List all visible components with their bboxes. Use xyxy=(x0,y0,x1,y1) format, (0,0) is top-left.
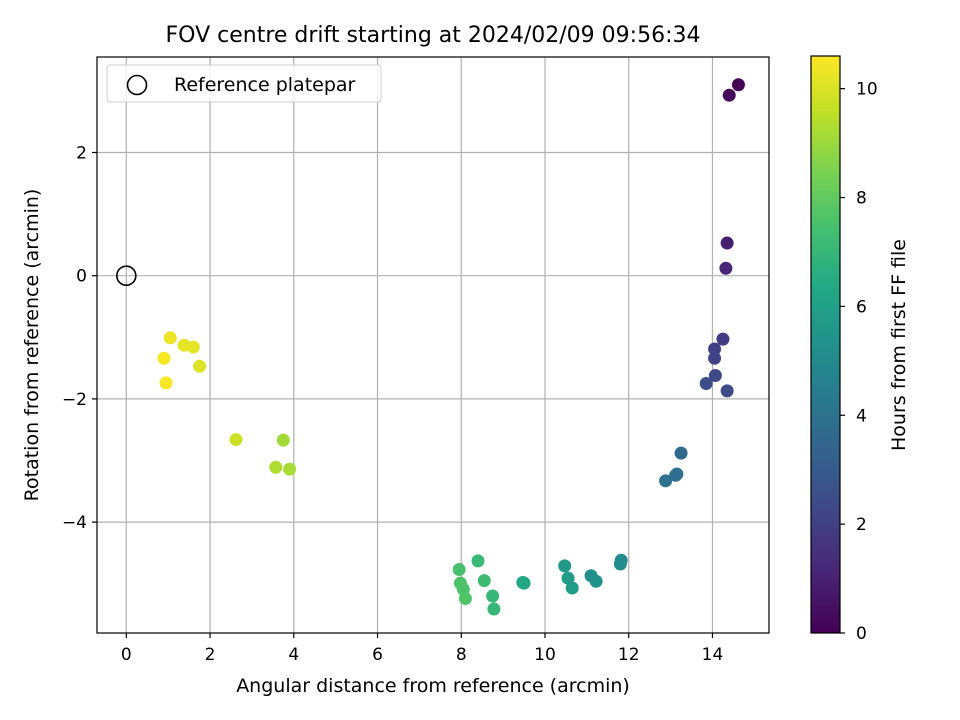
data-point xyxy=(708,342,722,356)
data-point xyxy=(659,474,673,488)
data-point xyxy=(229,433,243,447)
data-point xyxy=(276,433,290,447)
colorbar-tick-label: 4 xyxy=(856,406,867,426)
data-point xyxy=(452,563,466,577)
data-point xyxy=(719,261,733,275)
data-point xyxy=(708,368,722,382)
x-tick-label: 4 xyxy=(288,645,299,665)
x-axis-label: Angular distance from reference (arcmin) xyxy=(236,675,630,697)
data-point xyxy=(193,359,207,373)
colorbar-tick-label: 8 xyxy=(856,189,867,209)
y-tick-label: 2 xyxy=(76,143,87,163)
chart-title: FOV centre drift starting at 2024/02/09 … xyxy=(166,23,701,48)
data-point xyxy=(716,332,730,346)
data-point xyxy=(157,351,171,365)
colorbar-label: Hours from first FF file xyxy=(888,239,910,451)
colorbar-tick-label: 2 xyxy=(856,515,867,535)
x-tick-label: 2 xyxy=(205,645,216,665)
data-point xyxy=(613,557,627,571)
data-point xyxy=(283,462,297,476)
data-point xyxy=(561,571,575,585)
data-point xyxy=(458,592,472,606)
x-tick-label: 12 xyxy=(618,645,640,665)
x-tick-label: 8 xyxy=(456,645,467,665)
data-point xyxy=(477,574,491,588)
y-tick-label: 0 xyxy=(76,267,87,287)
data-point xyxy=(186,340,200,354)
data-point xyxy=(731,78,745,92)
colorbar-ticks: 0 2 4 6 8 10 xyxy=(840,80,878,644)
colorbar xyxy=(810,55,841,634)
data-point xyxy=(558,559,572,573)
data-point xyxy=(722,88,736,102)
grid-lines xyxy=(97,57,769,633)
legend: Reference platepar xyxy=(106,64,382,103)
data-point xyxy=(720,384,734,398)
data-point xyxy=(720,236,734,250)
legend-marker xyxy=(126,74,148,96)
x-tick-label: 0 xyxy=(121,645,132,665)
x-tick-label: 14 xyxy=(702,645,724,665)
y-tick-label: −2 xyxy=(62,390,87,410)
colorbar-tick-label: 10 xyxy=(856,80,878,100)
y-tick-label: −4 xyxy=(62,513,87,533)
data-point xyxy=(708,351,722,365)
axis-ticks: 0 2 4 6 8 10 12 14 −4 −2 0 2 xyxy=(62,143,723,665)
data-point xyxy=(517,576,531,590)
data-point xyxy=(589,574,603,588)
legend-box xyxy=(106,64,382,103)
data-points xyxy=(157,78,745,616)
data-point xyxy=(163,331,177,345)
y-axis-label: Rotation from reference (arcmin) xyxy=(21,189,43,502)
data-point xyxy=(486,589,500,603)
data-point xyxy=(699,377,713,391)
data-point xyxy=(670,467,684,481)
x-tick-label: 6 xyxy=(372,645,383,665)
legend-label: Reference platepar xyxy=(174,74,356,96)
x-tick-label: 10 xyxy=(534,645,556,665)
data-point xyxy=(471,554,485,568)
data-point xyxy=(674,446,688,460)
data-point xyxy=(269,460,283,474)
data-point xyxy=(159,376,173,390)
colorbar-tick-label: 6 xyxy=(856,297,867,317)
data-point xyxy=(565,581,579,595)
reference-platepar-marker xyxy=(116,265,137,286)
data-point xyxy=(487,602,501,616)
plot-frame xyxy=(96,56,770,634)
colorbar-tick-label: 0 xyxy=(856,624,867,644)
